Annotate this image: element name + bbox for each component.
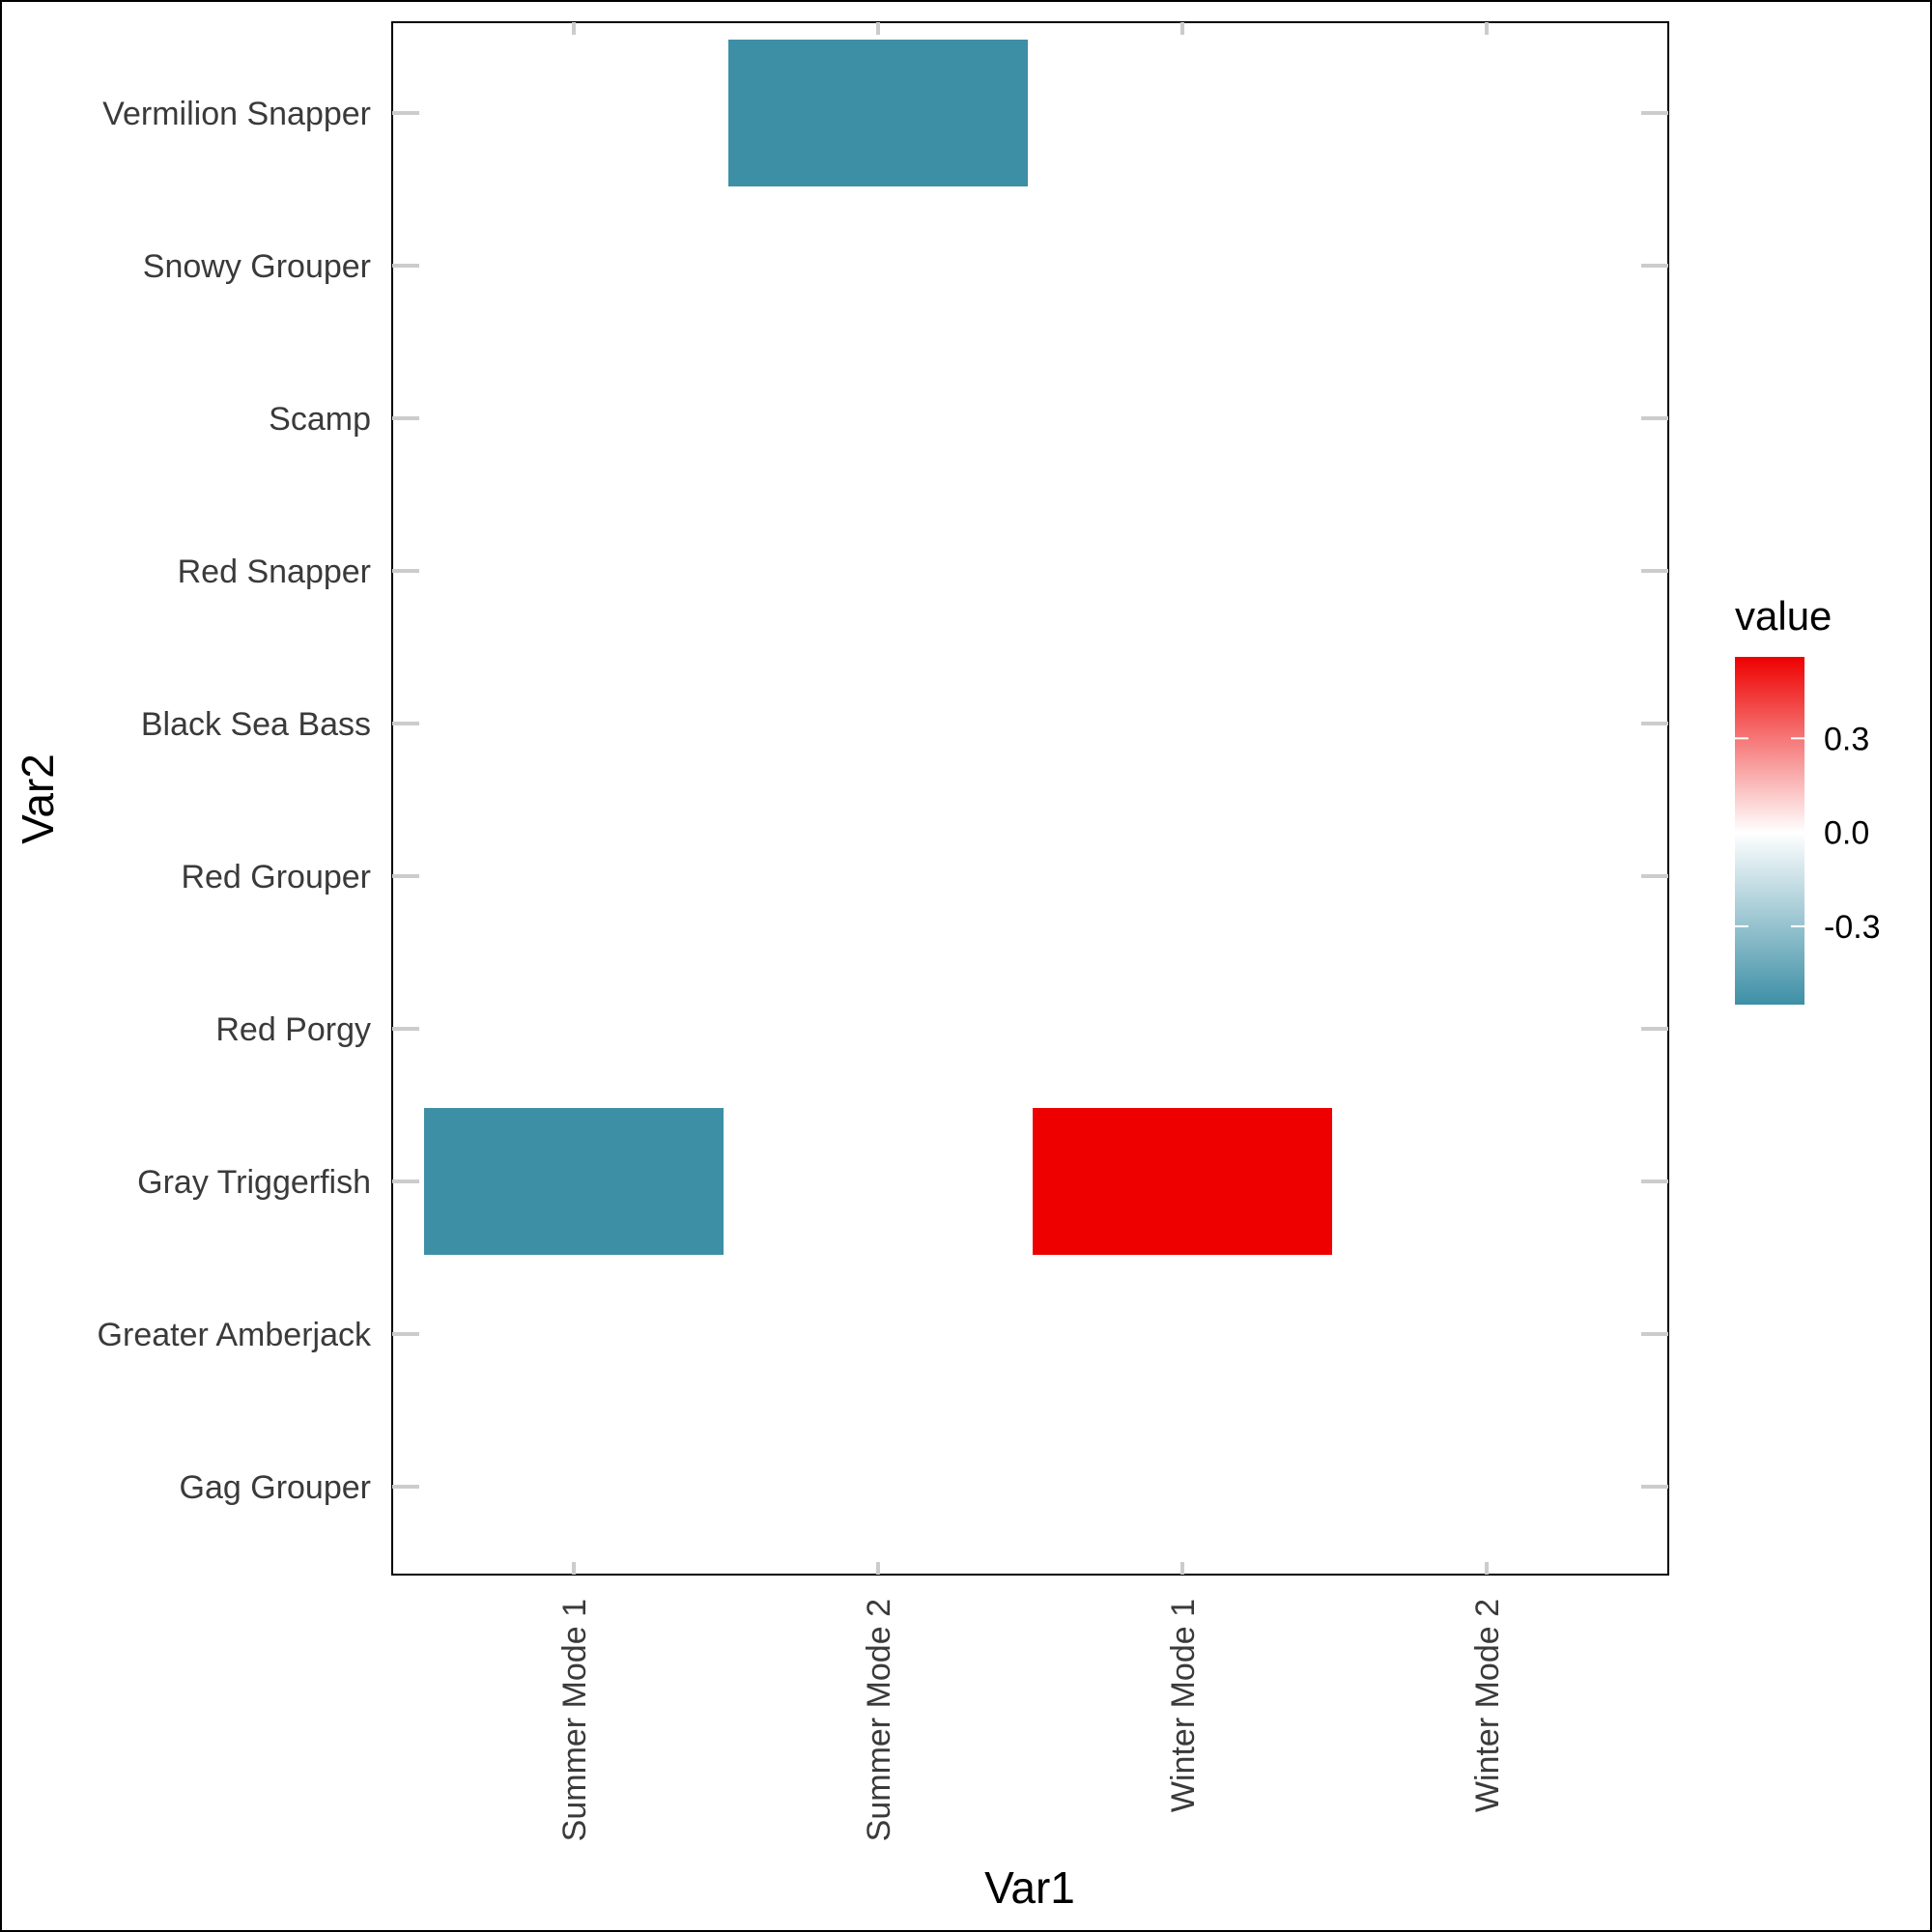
- x-tick-label-summer-mode-1: Summer Mode 1: [556, 1599, 593, 1841]
- y-tick-label-gray-triggerfish: Gray Triggerfish: [137, 1164, 371, 1201]
- y-axis-title: Var2: [13, 753, 63, 844]
- y-tick-label-red-snapper: Red Snapper: [178, 554, 371, 590]
- x-axis-title: Var1: [984, 1862, 1075, 1913]
- y-tick-label-vermilion-snapper: Vermilion Snapper: [102, 96, 371, 132]
- heatmap-cell-summer-mode-2-vermilion-snapper: [728, 40, 1028, 186]
- plot-panel: [391, 21, 1669, 1576]
- tick-labels: Gag Grouper Greater Amberjack Gray Trigger…: [98, 96, 1506, 1841]
- legend-tick-label-2: -0.3: [1824, 909, 1881, 946]
- legend-tick-label-0: 0.3: [1824, 721, 1869, 757]
- x-tick-label-summer-mode-2: Summer Mode 2: [861, 1599, 897, 1841]
- x-tick-label-winter-mode-2: Winter Mode 2: [1469, 1599, 1506, 1812]
- y-tick-label-snowy-grouper: Snowy Grouper: [143, 248, 371, 285]
- legend-colorbar: [1735, 657, 1804, 1005]
- y-tick-label-black-sea-bass: Black Sea Bass: [141, 706, 371, 743]
- y-tick-label-red-grouper: Red Grouper: [181, 859, 371, 895]
- y-tick-label-scamp: Scamp: [269, 401, 371, 438]
- axis-ticks: [392, 22, 1668, 1575]
- legend-tick-label-1: 0.0: [1824, 815, 1869, 852]
- y-tick-label-gag-grouper: Gag Grouper: [180, 1469, 371, 1506]
- color-legend: value 0.3 0.0 -0.3: [1735, 593, 1881, 1005]
- legend-title: value: [1735, 593, 1832, 639]
- x-tick-label-winter-mode-1: Winter Mode 1: [1165, 1599, 1202, 1812]
- heatmap-cell-summer-mode-1-gray-triggerfish: [424, 1108, 724, 1255]
- y-tick-label-greater-amberjack: Greater Amberjack: [98, 1317, 372, 1353]
- y-tick-label-red-porgy: Red Porgy: [215, 1011, 371, 1048]
- heatmap-cells: [424, 40, 1332, 1255]
- heatmap-cell-winter-mode-1-gray-triggerfish: [1033, 1108, 1332, 1255]
